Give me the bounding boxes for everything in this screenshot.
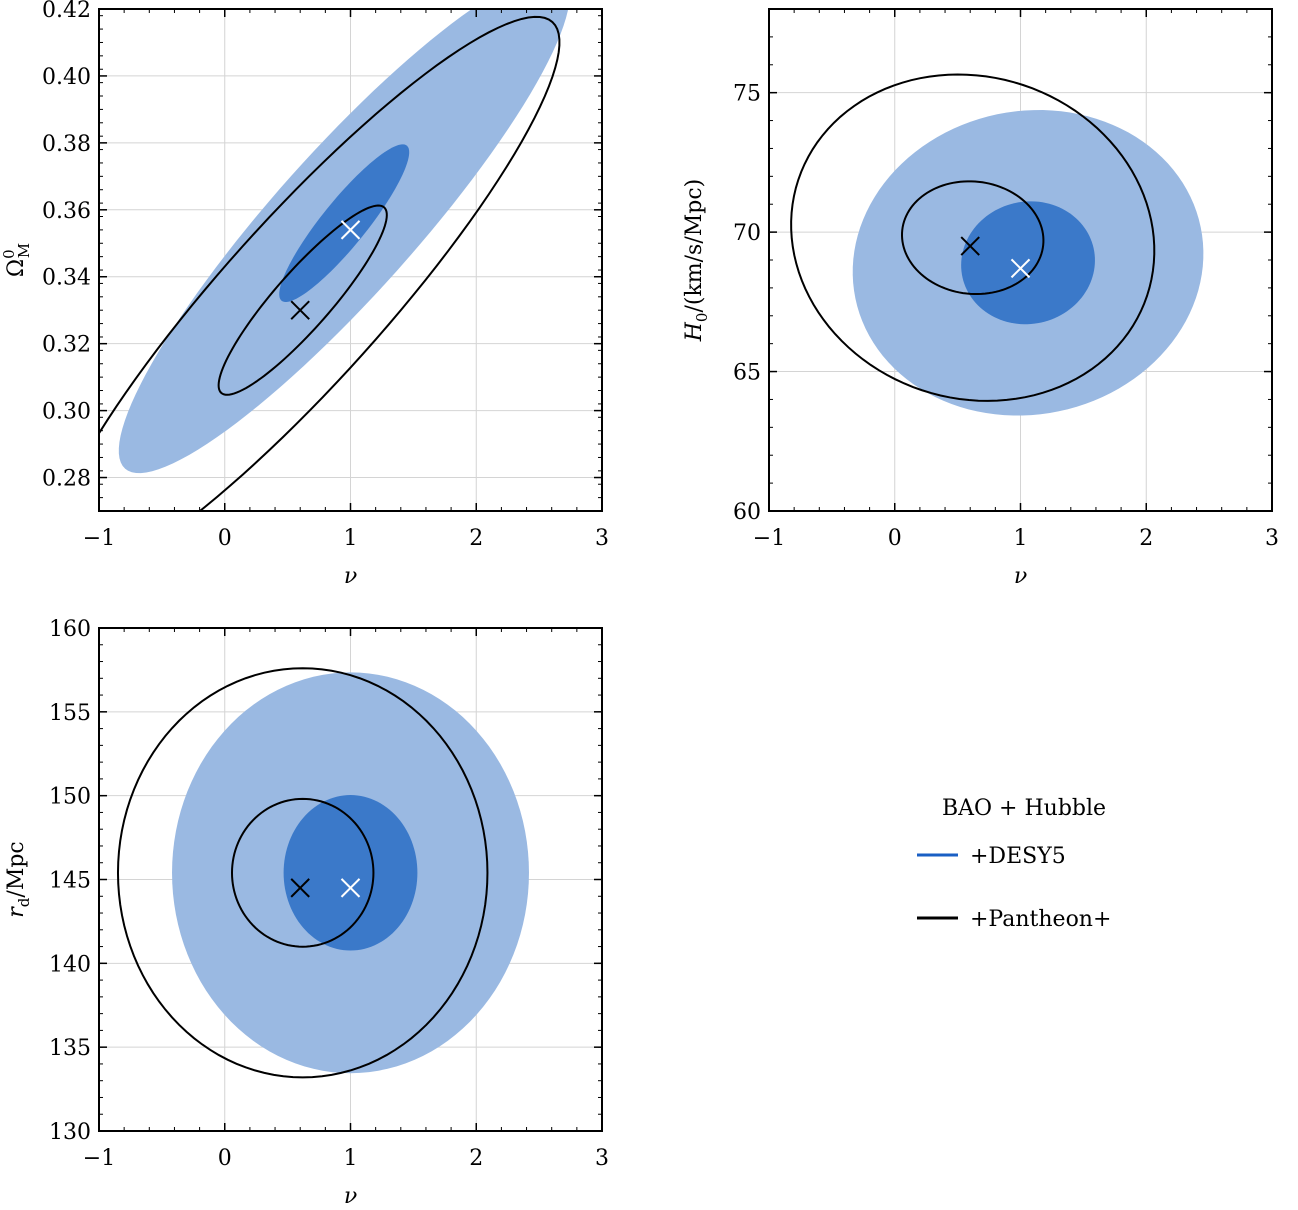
legend-title: BAO + Hubble — [942, 796, 1106, 821]
x-tick-label: 0 — [888, 526, 902, 551]
x-tick-label: −1 — [753, 526, 785, 551]
y-tick-label: 75 — [733, 82, 761, 107]
y-tick-label: 150 — [49, 785, 91, 810]
x-tick-label: 3 — [1265, 526, 1279, 551]
x-tick-label: 0 — [218, 1146, 232, 1171]
pantheon-best-fit-marker — [960, 236, 980, 256]
y-tick-label: 70 — [733, 221, 761, 246]
y-tick-label: 0.38 — [42, 132, 91, 157]
y-tick-label: 140 — [49, 952, 91, 977]
y-tick-label: 155 — [49, 701, 91, 726]
pantheon-contour-1sigma — [901, 180, 1045, 296]
y-tick-label: 0.36 — [42, 199, 91, 224]
x-tick-label: 1 — [344, 1146, 358, 1171]
pantheon-contour-2sigma — [99, 15, 561, 511]
x-tick-label: 3 — [595, 526, 609, 551]
y-axis-label: rd/Mpc — [4, 841, 33, 917]
desy5-best-fit-marker — [340, 878, 361, 898]
pantheon-best-fit-marker — [290, 878, 310, 898]
y-tick-label: 65 — [733, 361, 761, 386]
x-tick-label: 3 — [595, 1146, 609, 1171]
x-tick-label: 2 — [469, 1146, 483, 1171]
pantheon-contour-1sigma — [217, 204, 388, 396]
y-tick-label: 60 — [733, 500, 761, 525]
y-tick-label: 145 — [49, 869, 91, 894]
y-tick-label: 135 — [49, 1036, 91, 1061]
y-tick-label: 130 — [49, 1120, 91, 1145]
pantheon-contour-2sigma — [116, 667, 489, 1079]
legend-label-desy5: +DESY5 — [970, 844, 1066, 869]
desy5-contour-1sigma — [961, 201, 1095, 325]
y-tick-label: 0.40 — [42, 65, 91, 90]
y-tick-label: 0.30 — [42, 400, 91, 425]
pantheon-best-fit-marker — [290, 300, 310, 320]
y-tick-label: 0.42 — [42, 0, 91, 23]
y-axis-label: H0/(km/s/Mpc) — [682, 179, 711, 343]
x-tick-label: 1 — [1014, 526, 1028, 551]
x-axis-label: ν — [344, 1184, 357, 1209]
omega-panel: −1 0 1 2 3 0.28 0.30 0.32 0.34 0.36 0.38 0.40 0.42 ν Ω… — [0, 0, 609, 589]
y-tick-label: 0.32 — [42, 333, 91, 358]
y-tick-label: 0.28 — [42, 467, 91, 492]
x-tick-label: 2 — [469, 526, 483, 551]
y-tick-label: 160 — [49, 617, 91, 642]
y-axis-label: Ω0M — [0, 243, 33, 277]
x-axis-label: ν — [344, 564, 357, 589]
h0-panel: −1 0 1 2 3 60 65 70 75 ν H0/(km/s/Mpc) — [682, 8, 1279, 589]
desy5-contour-1sigma — [283, 795, 418, 951]
pantheon-contour-1sigma — [230, 797, 375, 948]
plot-area — [116, 667, 529, 1079]
desy5-best-fit-marker — [340, 220, 361, 240]
x-tick-label: 0 — [218, 526, 232, 551]
plot-area — [790, 73, 1204, 416]
legend-label-pantheon: +Pantheon+ — [970, 907, 1111, 932]
x-tick-label: 2 — [1139, 526, 1153, 551]
x-tick-label: −1 — [83, 526, 115, 551]
desy5-best-fit-marker — [1010, 258, 1031, 279]
x-tick-label: −1 — [83, 1146, 115, 1171]
y-tick-label: 0.34 — [42, 266, 91, 291]
x-tick-label: 1 — [344, 526, 358, 551]
rd-panel: −1 0 1 2 3 130 135 140 145 150 155 160 ν rd/Mpc — [4, 617, 609, 1209]
legend: BAO + Hubble +DESY5 +Pantheon+ — [917, 796, 1111, 932]
pantheon-contour-2sigma — [790, 73, 1156, 402]
x-axis-label: ν — [1014, 564, 1027, 589]
plot-area — [99, 9, 569, 511]
